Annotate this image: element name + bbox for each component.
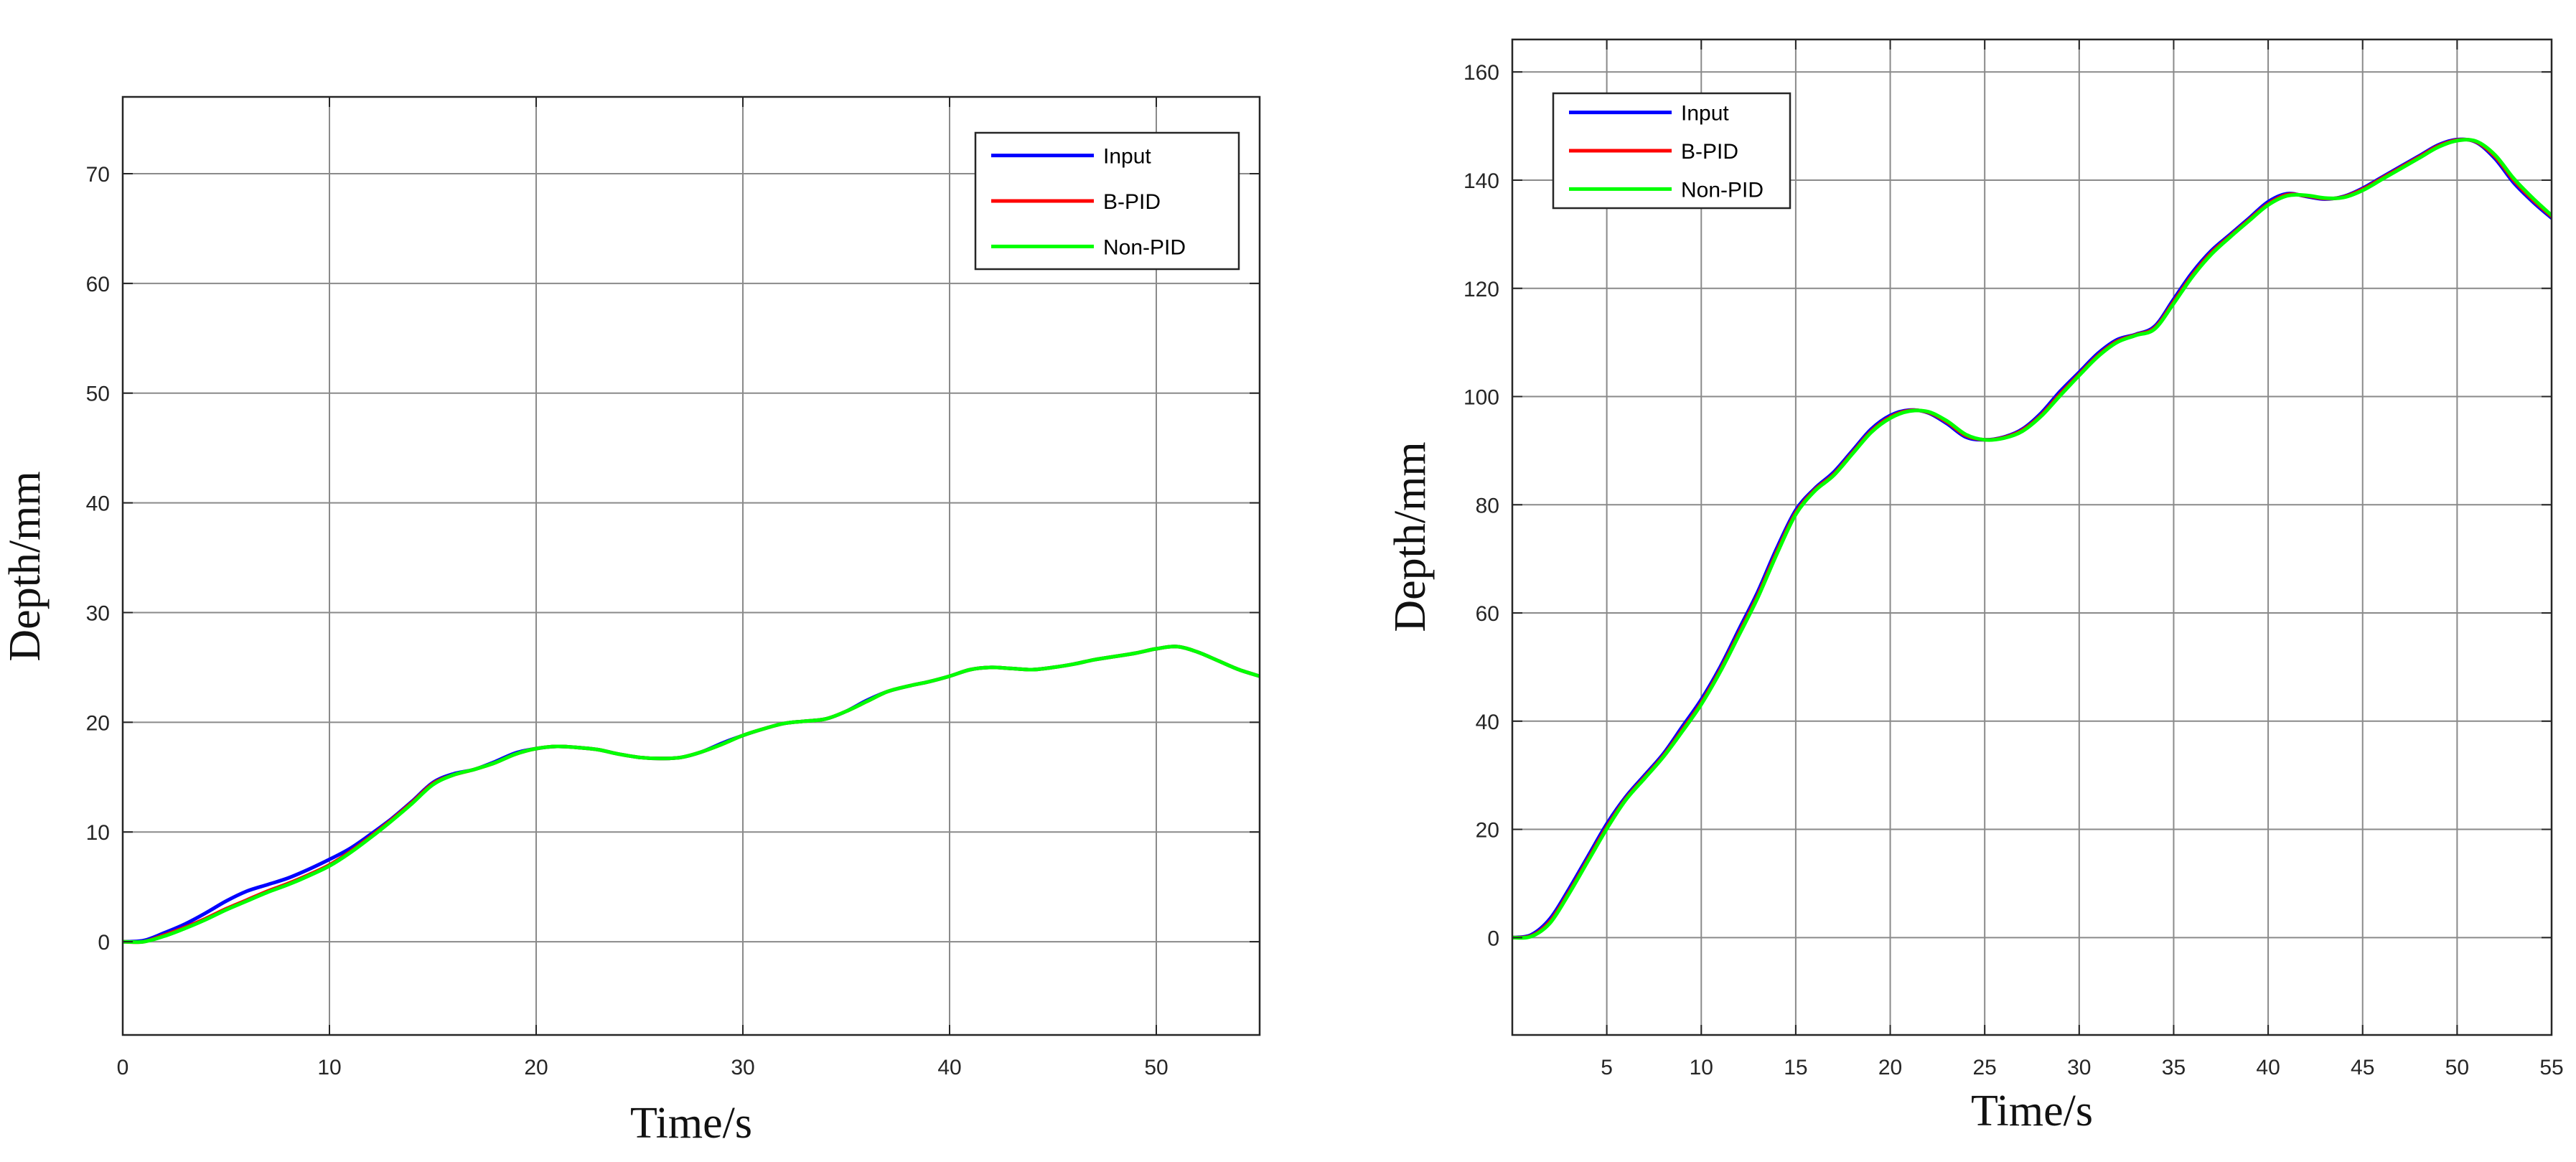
legend-label: Non-PID (1103, 235, 1186, 259)
series-group (123, 645, 1260, 945)
x-tick-label: 0 (117, 1056, 129, 1079)
legend-label: Input (1103, 145, 1151, 169)
legend: Input B-PID Non-PID (1552, 92, 1792, 210)
legend-label: Non-PID (1681, 178, 1764, 202)
y-tick-label: 30 (86, 601, 110, 625)
x-tick-label: 40 (937, 1056, 961, 1079)
y-tick-label: 120 (1463, 278, 1499, 301)
left-chart: 0 10 20 30 40 50 0 10 20 30 40 50 60 70 Time/s Depth/mm… (1, 95, 1261, 1148)
x-tick-label: 25 (1972, 1056, 1996, 1079)
y-tick-label: 20 (1476, 819, 1499, 843)
x-tick-label: 35 (2162, 1056, 2186, 1079)
y-tick-label: 20 (86, 711, 110, 735)
y-tick-label: 140 (1463, 169, 1499, 193)
x-tick-label: 30 (731, 1056, 754, 1079)
axes-box (1511, 38, 2553, 1036)
x-tick-label: 20 (524, 1056, 548, 1079)
legend-label: B-PID (1681, 140, 1738, 164)
y-tick-label: 40 (1476, 711, 1499, 734)
y-tick-label: 100 (1463, 386, 1499, 410)
y-tick-label: 0 (1487, 927, 1499, 950)
axes-box (121, 95, 1261, 1036)
legend: Input B-PID Non-PID (974, 131, 1240, 271)
y-tick-label: 40 (86, 492, 110, 516)
legend-label: B-PID (1103, 190, 1161, 214)
y-axis-label: Depth/mm (1386, 441, 1435, 632)
x-tick-label: 50 (2445, 1056, 2469, 1079)
y-tick-label: 50 (86, 383, 110, 406)
series-line-non-pid (123, 645, 1260, 945)
y-axis-label: Depth/mm (1, 471, 50, 661)
series-line-non-pid (1512, 138, 2552, 940)
x-axis-label: Time/s (1971, 1087, 2093, 1135)
y-tick-label: 60 (86, 273, 110, 296)
x-tick-label: 10 (1690, 1056, 1713, 1079)
x-tick-label: 30 (2067, 1056, 2091, 1079)
x-tick-label: 15 (1784, 1056, 1807, 1079)
y-tick-label: 70 (86, 163, 110, 187)
x-axis-label: Time/s (630, 1099, 752, 1148)
x-tick-label: 5 (1601, 1056, 1613, 1079)
x-tick-label: 50 (1144, 1056, 1168, 1079)
x-tick-label: 20 (1878, 1056, 1902, 1079)
y-tick-label: 60 (1476, 602, 1499, 626)
legend-label: Input (1681, 102, 1729, 126)
y-tick-label: 10 (86, 821, 110, 845)
series-group (1512, 137, 2552, 940)
y-tick-label: 80 (1476, 494, 1499, 517)
right-chart: 5 10 15 20 25 30 35 40 45 50 55 0 20 40 60 80 100 120 140 1… (1386, 38, 2564, 1135)
x-tick-label: 10 (317, 1056, 341, 1079)
y-tick-label: 0 (98, 931, 110, 955)
x-tick-label: 40 (2256, 1056, 2280, 1079)
y-tick-label: 160 (1463, 61, 1499, 85)
x-tick-label: 45 (2351, 1056, 2374, 1079)
x-tick-label: 55 (2539, 1056, 2563, 1079)
